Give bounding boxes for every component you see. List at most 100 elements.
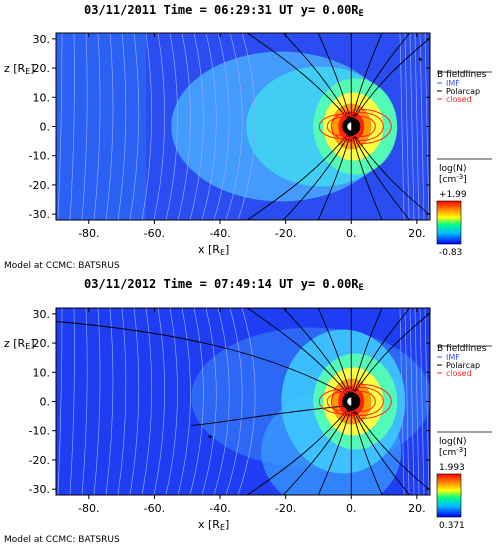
polarcap-fieldline	[56, 321, 352, 398]
earth-dayside	[347, 122, 352, 131]
x-axis-label: x [RE]	[198, 243, 229, 257]
imf-fieldline	[419, 33, 425, 220]
imf-fieldline	[213, 308, 230, 495]
imf-fieldline	[177, 33, 191, 220]
legend-entry: closed	[446, 369, 472, 378]
x-axis-label-sub: E	[220, 248, 225, 257]
y-tick-label: -10.	[29, 150, 50, 163]
polarcap-fieldline	[247, 130, 352, 220]
plot-area	[56, 33, 430, 220]
polarcap-fieldline	[350, 405, 383, 495]
y-axis-label-sub: E	[25, 342, 30, 351]
polarcap-fieldline	[282, 33, 352, 123]
x-axis-label-sub: E	[220, 523, 225, 532]
colorbar-unit-sup: -3	[456, 446, 463, 454]
x-axis-label-main: x [R	[198, 518, 220, 531]
colorbar-label: log(N)	[439, 164, 466, 174]
imf-fieldline	[201, 33, 217, 220]
y-axis-label-main: z [R	[4, 62, 26, 75]
closed-fieldline	[338, 112, 384, 141]
colorbar-max-label: 1.993	[439, 463, 465, 473]
legend-entry: IMF	[446, 353, 460, 362]
polarcap-fieldline	[282, 130, 352, 220]
colorbar-unit: [cm-3]	[439, 446, 467, 458]
density-tail	[56, 33, 146, 220]
imf-fieldline	[69, 308, 75, 495]
legend-entry: Polarcap	[446, 361, 480, 370]
imf-fieldline	[237, 308, 256, 495]
y-tick-label: -30.	[29, 483, 50, 496]
x-tick-label: 20.	[408, 227, 426, 240]
polarcap-fieldline	[350, 308, 383, 398]
imf-fieldline	[404, 308, 410, 495]
imf-fieldline	[93, 33, 101, 220]
y-tick-label: -20.	[29, 179, 50, 192]
colorbar-unit: [cm-3]	[439, 173, 467, 185]
y-tick-label: 30.	[33, 308, 51, 321]
polarcap-fieldline	[350, 308, 411, 398]
imf-fieldline	[165, 33, 178, 220]
colorbar-unit-end: ]	[463, 175, 467, 185]
closed-fieldline	[338, 387, 384, 416]
x-tick-label: -60.	[144, 227, 165, 240]
imf-fieldline	[93, 308, 101, 495]
x-axis-label-main: x [R	[198, 243, 220, 256]
colorbar-unit-main: [cm	[439, 448, 456, 458]
polarcap-fieldline	[282, 308, 352, 398]
legend-title: B fieldlines	[437, 70, 487, 80]
imf-fieldline	[419, 308, 425, 495]
panel-2: 03/11/2012 Time = 07:49:14 UT y= 0.00RE -…	[4, 277, 492, 545]
polarcap-fieldline	[350, 130, 430, 216]
y-tick-label: -30.	[29, 208, 50, 221]
y-tick-label: 20.	[33, 337, 51, 350]
x-axis-label: x [RE]	[198, 518, 229, 532]
chart-title: 03/11/2012 Time = 07:49:14 UT y= 0.00RE	[84, 277, 364, 293]
polarcap-fieldline	[317, 405, 352, 495]
colorbar-min-label: -0.83	[439, 248, 462, 258]
imf-fieldline	[213, 33, 230, 220]
panel-1: 03/11/2011 Time = 06:29:31 UT y= 0.00RE -…	[4, 3, 492, 271]
closed-fieldline	[330, 384, 392, 419]
plot-area	[56, 308, 430, 495]
imf-fieldline	[57, 33, 63, 220]
imf-fieldline	[141, 308, 153, 495]
polarcap-fieldline	[350, 405, 430, 491]
imf-fieldline	[414, 33, 420, 220]
imf-fieldline	[189, 33, 204, 220]
x-tick-label: -60.	[144, 502, 165, 515]
x-tick-label: -80.	[78, 502, 99, 515]
imf-fieldline	[105, 33, 114, 220]
closed-fieldline	[318, 389, 364, 414]
polarcap-fieldline	[350, 130, 383, 220]
y-tick-label: 0.	[40, 396, 51, 409]
colorbar-unit-main: [cm	[439, 175, 456, 185]
y-tick-label: 10.	[33, 366, 51, 379]
point-marker	[208, 434, 213, 439]
colorbar-max-label: +1.99	[439, 190, 467, 200]
imf-fieldline	[117, 308, 127, 495]
imf-fieldline	[409, 33, 415, 220]
colorbar-gradient	[436, 473, 462, 518]
polarcap-fieldline	[282, 405, 352, 495]
polarcap-fieldline	[247, 405, 352, 495]
y-tick-label: 10.	[33, 91, 51, 104]
imf-fieldline	[404, 33, 410, 220]
point-marker	[418, 57, 423, 62]
imf-fieldline	[225, 308, 243, 495]
polarcap-fieldline	[350, 37, 430, 123]
y-axis-label-end: ]	[30, 62, 34, 75]
polarcap-fieldline	[247, 33, 352, 123]
source-note: Model at CCMC: BATSRUS	[4, 535, 120, 545]
imf-fieldline	[69, 33, 75, 220]
polarcap-fieldline	[247, 308, 352, 398]
colorbar-min-label: 0.371	[439, 521, 465, 531]
source-note: Model at CCMC: BATSRUS	[4, 261, 120, 271]
imf-fieldline	[141, 33, 153, 220]
chart-title: 03/11/2011 Time = 06:29:31 UT y= 0.00RE	[84, 3, 364, 19]
x-axis-label-end: ]	[225, 243, 229, 256]
legend-entry: Polarcap	[446, 87, 480, 96]
imf-fieldline	[237, 33, 256, 220]
chart-title-sub: E	[359, 9, 364, 19]
